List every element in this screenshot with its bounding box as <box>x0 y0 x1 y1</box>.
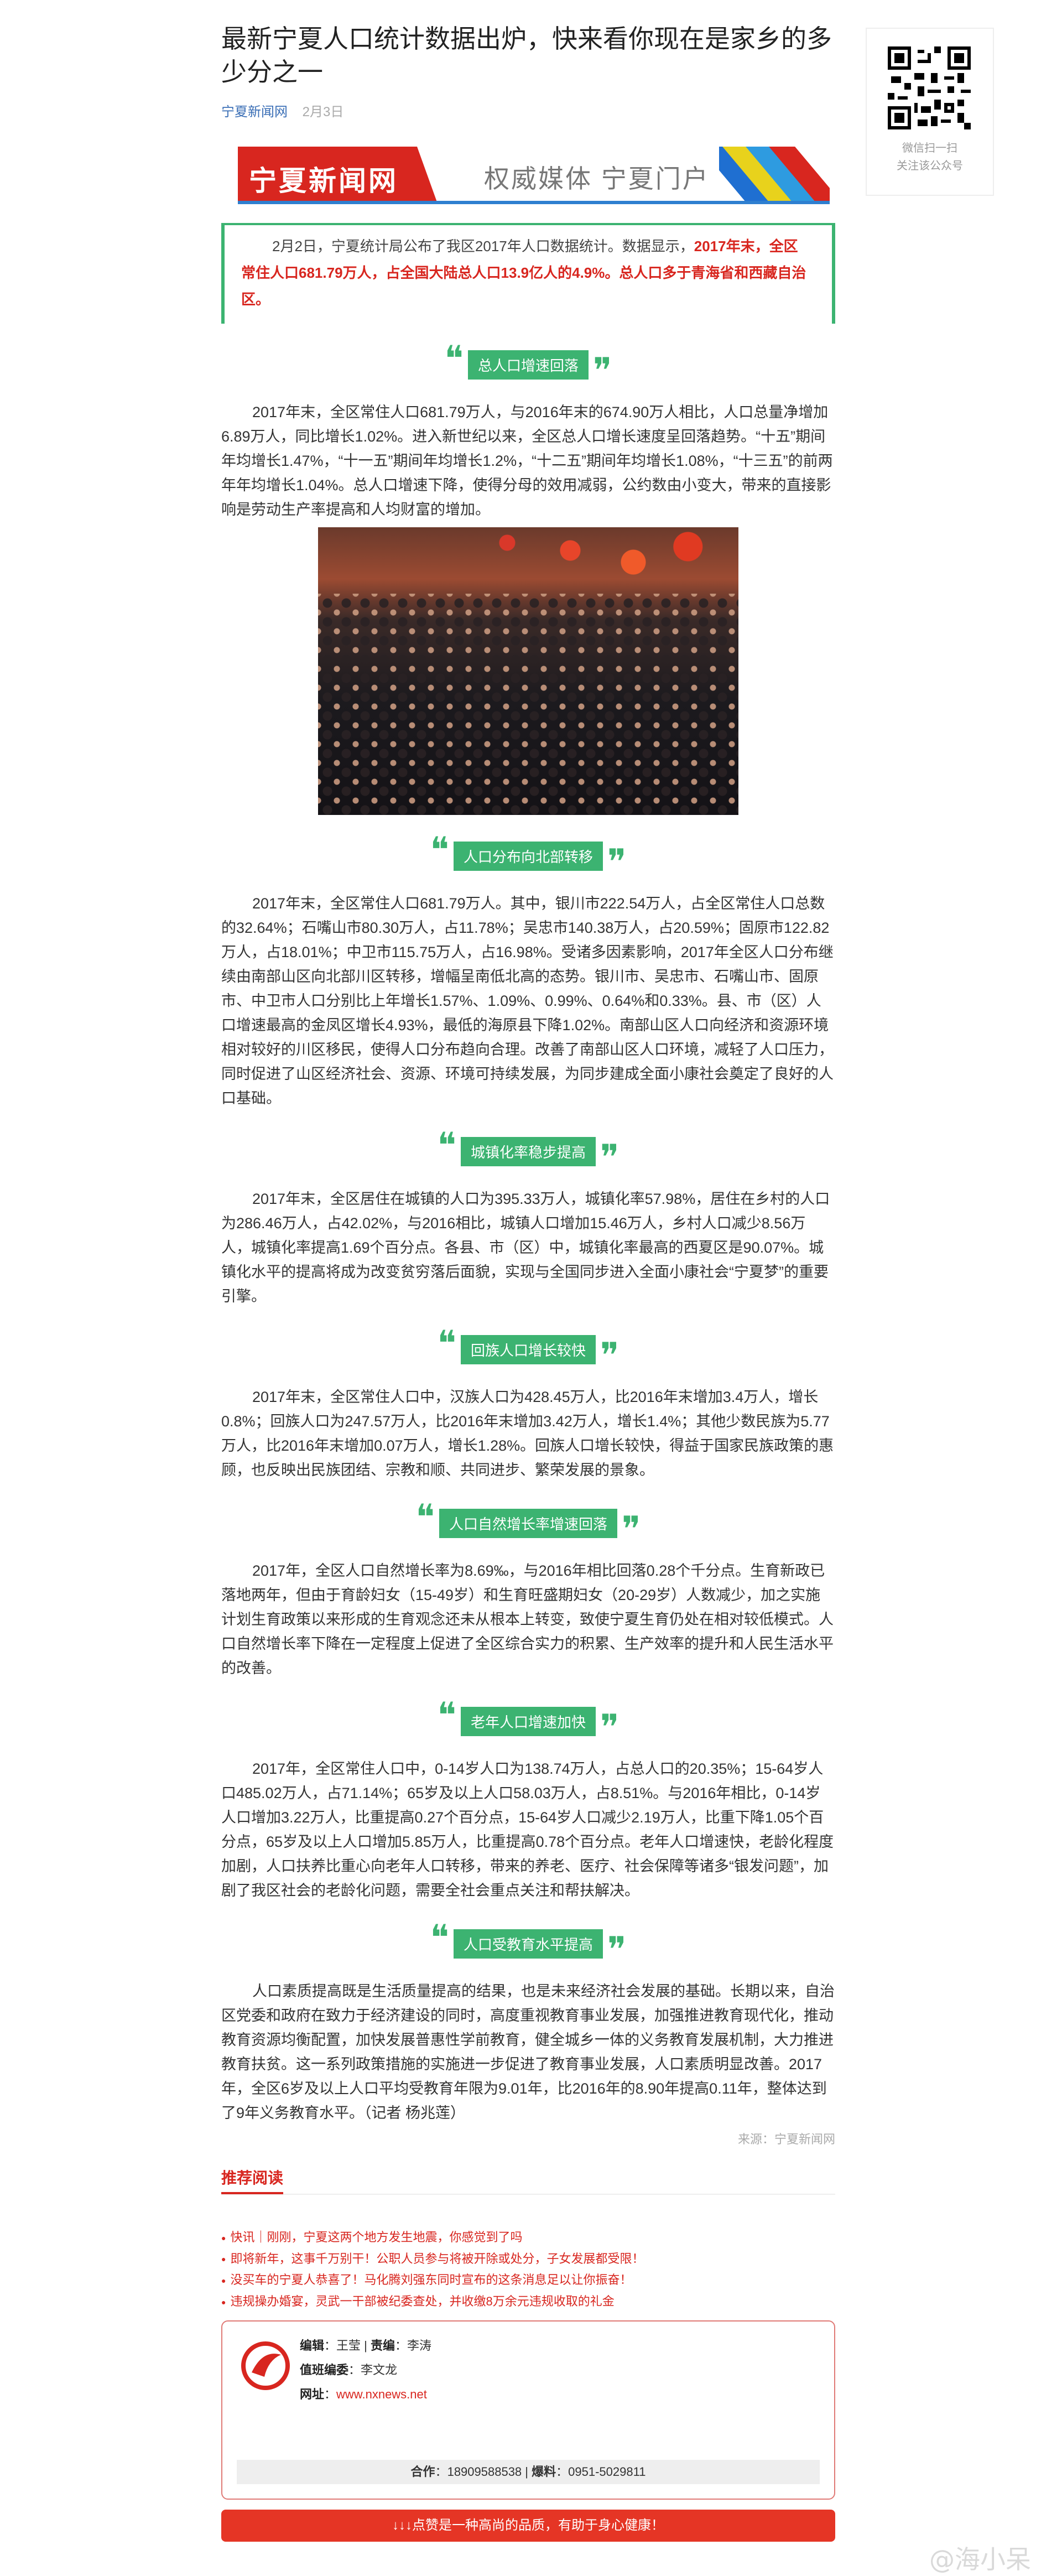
banner-underline <box>238 201 830 204</box>
section-paragraph: 2017年末，全区居住在城镇的人口为395.33万人，城镇化率57.98%，居住… <box>221 1191 830 1305</box>
section-label: 总人口增速回落 <box>467 350 589 380</box>
recommend-list: 快讯｜刚刚，宁夏这两个地方发生地震，你感觉到了吗 即将新年，这事千万别干！公职人… <box>221 2227 835 2313</box>
qr-caption-line2: 关注该公众号 <box>897 160 963 172</box>
quote-open-icon: ❝ <box>437 1323 456 1364</box>
source-credit: 来源：宁夏新闻网 <box>737 2132 835 2146</box>
banner-slogan: 权威媒体 宁夏门户 <box>484 164 710 193</box>
quote-close-icon: ❞ <box>607 1930 627 1971</box>
article: 最新宁夏人口统计数据出炉，快来看你现在是家乡的多少分之一 宁夏新闻网 2月3日 … <box>221 0 835 2542</box>
quote-close-icon: ❞ <box>600 1138 620 1178</box>
article-title: 最新宁夏人口统计数据出炉，快来看你现在是家乡的多少分之一 <box>221 24 832 86</box>
quote-close-icon: ❞ <box>622 1509 641 1550</box>
site-url-link[interactable]: www.nxnews.net <box>336 2387 427 2401</box>
recommend-link[interactable]: 快讯｜刚刚，宁夏这两个地方发生地震，你感觉到了吗 <box>221 2227 835 2248</box>
section-label: 老年人口增速加快 <box>460 1707 596 1736</box>
credits-row-editors: 编辑：王莹 | 责编：李涛 <box>300 2338 432 2352</box>
editor-label: 编辑 <box>300 2338 325 2352</box>
qr-code-icon <box>888 46 971 129</box>
duty-label: 值班编委 <box>300 2362 349 2377</box>
section-paragraph: 2017年末，全区常住人口681.79万人，与2016年末的674.90万人相比… <box>221 404 833 518</box>
qr-caption: 微信扫一扫 关注该公众号 <box>867 139 993 175</box>
section-heading: ❝ 人口分布向北部转移 ❞ <box>221 830 835 883</box>
publish-date: 2月3日 <box>302 105 344 120</box>
crowd-photo <box>318 527 738 815</box>
quote-open-icon: ❝ <box>444 339 464 380</box>
section-paragraph: 2017年末，全区常住人口中，汉族人口为428.45万人，比2016年末增加3.… <box>221 1389 834 1478</box>
recommend-heading: 推荐阅读 <box>221 2166 835 2195</box>
like-prompt-bar[interactable]: ↓↓↓点赞是一种高尚的品质，有助于身心健康！ <box>221 2509 835 2542</box>
quote-close-icon: ❞ <box>600 1336 620 1377</box>
coop-label: 合作 <box>410 2464 435 2479</box>
tip-label: 爆料 <box>532 2464 556 2479</box>
chief-label: 责编 <box>371 2338 395 2352</box>
qr-panel: 微信扫一扫 关注该公众号 <box>866 28 994 196</box>
section-paragraph: 2017年，全区人口自然增长率为8.69‰，与2016年相比回落0.28个千分点… <box>221 1562 834 1676</box>
recommend-title: 推荐阅读 <box>221 2169 284 2194</box>
banner: 宁夏新闻网 权威媒体 宁夏门户 <box>238 147 830 207</box>
section-heading: ❝ 城镇化率稳步提高 ❞ <box>221 1125 835 1178</box>
section-label: 城镇化率稳步提高 <box>460 1137 596 1166</box>
section-label: 人口分布向北部转移 <box>453 842 603 871</box>
section-heading: ❝ 人口自然增长率增速回落 ❞ <box>221 1497 835 1550</box>
quote-open-icon: ❝ <box>430 830 449 871</box>
credits-row-url: 网址：www.nxnews.net <box>300 2387 427 2401</box>
watermark: @海小呆 <box>929 2544 1031 2574</box>
section-heading: ❝ 老年人口增速加快 ❞ <box>221 1695 835 1748</box>
nxnews-logo-icon <box>241 2341 290 2390</box>
quote-close-icon: ❞ <box>593 351 612 392</box>
coop-phone: 18909588538 <box>447 2464 522 2479</box>
chief-name: 李涛 <box>407 2338 432 2352</box>
logo-text: 宁夏新闻网 <box>249 165 398 196</box>
lead-highlight: 2017年末，全区常住人口681.79万人，占全国大陆总人口13.9亿人的4.9… <box>241 238 806 308</box>
quote-close-icon: ❞ <box>607 842 627 883</box>
recommend-link[interactable]: 即将新年，这事千万别干！公职人员参与将被开除或处分，子女发展都受限！ <box>221 2248 835 2270</box>
section-label: 人口受教育水平提高 <box>453 1929 603 1959</box>
url-label: 网址 <box>300 2387 325 2401</box>
crowd <box>318 594 738 815</box>
logo-block <box>238 147 437 202</box>
tip-phone: 0951-5029811 <box>568 2464 646 2479</box>
section-label: 回族人口增长较快 <box>460 1335 596 1364</box>
credits-rows: 编辑：王莹 | 责编：李涛 值班编委：李文龙 网址：www.nxnews.net <box>300 2334 431 2407</box>
account-link[interactable]: 宁夏新闻网 <box>221 105 288 120</box>
section-heading: ❝ 人口受教育水平提高 ❞ <box>221 1918 835 1971</box>
section-paragraph: 2017年，全区常住人口中，0-14岁人口为138.74万人，占总人口的20.3… <box>221 1760 834 1899</box>
editor-name: 王莹 <box>336 2338 361 2352</box>
quote-close-icon: ❞ <box>600 1707 620 1748</box>
section-label: 人口自然增长率增速回落 <box>439 1509 617 1538</box>
section-heading: ❝ 总人口增速回落 ❞ <box>221 339 835 392</box>
recommend-link[interactable]: 违规操办婚宴，灵武一干部被纪委查处，并收缴8万余元违规收取的礼金 <box>221 2291 835 2313</box>
credits-row-duty: 值班编委：李文龙 <box>300 2362 398 2377</box>
quote-open-icon: ❝ <box>415 1497 435 1538</box>
quote-open-icon: ❝ <box>437 1125 456 1166</box>
quote-open-icon: ❝ <box>437 1695 456 1736</box>
section-paragraph: 人口素质提高既是生活质量提高的结果，也是未来经济社会发展的基础。长期以来，自治区… <box>221 1983 835 2121</box>
section-paragraph: 2017年末，全区常住人口681.79万人。其中，银川市222.54万人，占全区… <box>221 895 834 1107</box>
lead-text: 2月2日，宁夏统计局公布了我区2017年人口数据统计。数据显示， <box>272 238 694 255</box>
recommend-link[interactable]: 没买车的宁夏人恭喜了！马化腾刘强东同时宣布的这条消息足以让你振奋！ <box>221 2269 835 2291</box>
credits-card: 编辑：王莹 | 责编：李涛 值班编委：李文龙 网址：www.nxnews.net… <box>221 2320 835 2500</box>
section-heading: ❝ 回族人口增长较快 ❞ <box>221 1323 835 1377</box>
quote-open-icon: ❝ <box>430 1918 449 1959</box>
banner-stripes <box>719 147 830 202</box>
lead-paragraph: 2月2日，宁夏统计局公布了我区2017年人口数据统计。数据显示，2017年末，全… <box>221 223 835 324</box>
lanterns <box>318 527 738 605</box>
qr-caption-line1: 微信扫一扫 <box>902 142 957 154</box>
contact-bar: 合作：18909588538 | 爆料：0951-5029811 <box>237 2459 820 2484</box>
article-meta: 宁夏新闻网 2月3日 <box>221 101 835 120</box>
duty-name: 李文龙 <box>361 2362 398 2377</box>
